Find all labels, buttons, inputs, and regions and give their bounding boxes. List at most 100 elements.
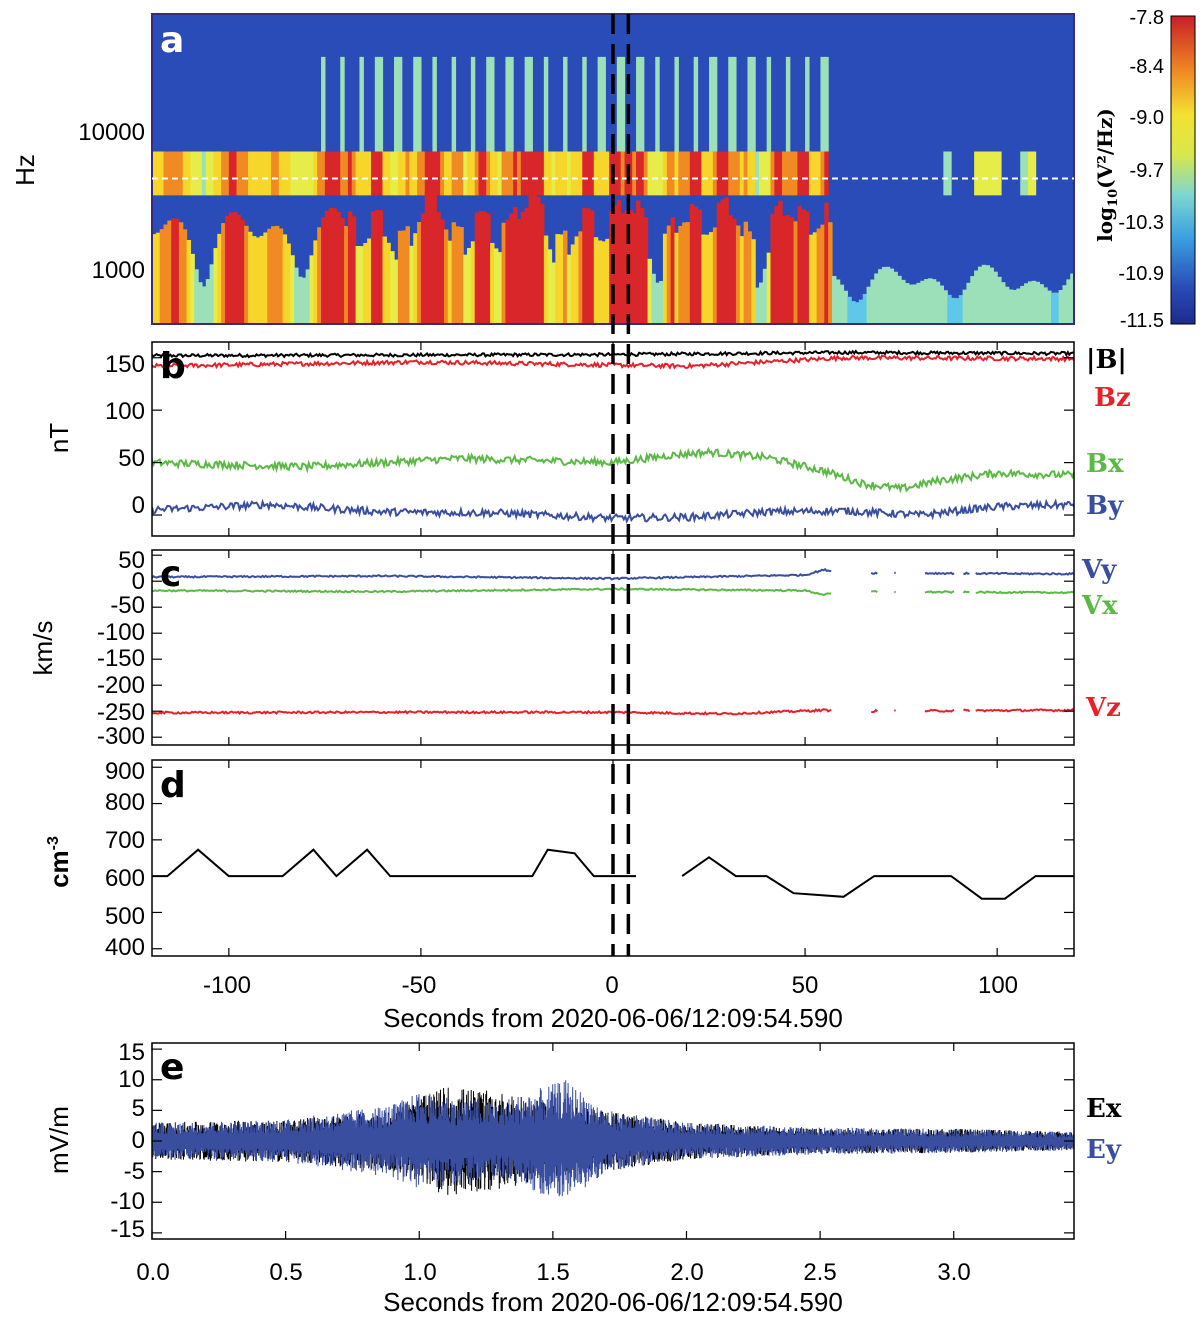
- spectrogram-cell: [651, 273, 656, 324]
- colorbar-title-log: log: [1093, 207, 1117, 242]
- panel-a-yticks: 10000 1000: [78, 119, 145, 284]
- spectrogram-cell: [1001, 282, 1006, 324]
- spectrogram-cell: [808, 234, 814, 324]
- spectrogram-cell: [313, 151, 318, 196]
- spectrogram-cell: [659, 151, 664, 196]
- spectrogram-cell: [647, 151, 653, 196]
- spectrogram-cell: [397, 230, 403, 324]
- spectrogram-cell: [570, 151, 576, 196]
- panel-d-ytick-label: 800: [105, 789, 145, 816]
- panel-c-ticks: [152, 550, 1074, 745]
- spectrogram-cell: [217, 233, 222, 324]
- spectrogram-cell: [616, 56, 622, 152]
- spectrogram-cell: [417, 56, 422, 152]
- spectrogram-cell: [224, 215, 230, 324]
- spectrogram-cell: [797, 151, 802, 196]
- spectrogram-cell: [367, 151, 372, 196]
- spectrogram-cell: [597, 151, 603, 196]
- spectrogram-cell: [724, 197, 729, 324]
- series-Ey: [152, 1080, 1074, 1197]
- spectrogram-cell: [912, 284, 918, 324]
- spectrogram-cell: [313, 240, 318, 324]
- spectrogram-cell: [805, 151, 810, 196]
- spectrogram-cell: [954, 298, 960, 324]
- spectrogram-cell: [459, 151, 464, 196]
- spectrogram-cell: [205, 279, 211, 324]
- colorbar-title-sub: 10: [1106, 189, 1121, 207]
- spectrogram-cell: [943, 290, 948, 324]
- spectrogram-cell: [693, 56, 699, 152]
- spectrogram-cell: [743, 151, 749, 196]
- spectrogram-cell: [643, 217, 649, 324]
- panel-e: e 15 10 5 0 -5 -10 -15 mV/m Ex Ey 0.0 0.…: [44, 1039, 1122, 1317]
- spectrogram-cell: [613, 151, 618, 196]
- spectrogram-cell: [543, 235, 549, 324]
- spectrogram-cell: [1050, 292, 1056, 324]
- spectrogram-cell: [397, 56, 403, 152]
- spectrogram-cell: [774, 206, 779, 324]
- spectrogram-cell: [824, 151, 829, 196]
- spectrogram-cell: [993, 151, 998, 196]
- spectrogram-cell: [835, 279, 841, 324]
- spectrogram-cell: [167, 220, 172, 324]
- spectrogram-cell: [524, 151, 530, 196]
- panel-c-yticks: 50 0 -50 -100 -150 -200 -250 -300: [97, 547, 145, 750]
- spectrogram-cell: [620, 56, 626, 152]
- spectrogram-cell: [820, 224, 825, 324]
- spectrogram-cell: [490, 151, 495, 196]
- panel-e-xlabel: Seconds from 2020-06-06/12:09:54.590: [383, 1287, 843, 1317]
- spectrogram-cell: [824, 202, 829, 324]
- spectrogram-cell: [271, 226, 276, 324]
- spectrogram-cell: [901, 279, 906, 324]
- spectrogram-cell: [878, 269, 883, 324]
- panel-c-ylabel: km/s: [28, 621, 58, 676]
- spectrogram-cell: [847, 296, 852, 324]
- spectrogram-cell: [163, 224, 168, 324]
- spectrogram-cell: [893, 271, 898, 324]
- panel-e-ytick-label: 10: [118, 1066, 145, 1093]
- spectrogram-cell: [739, 236, 745, 324]
- spectrogram-cell: [639, 56, 645, 152]
- spectrogram-cell: [394, 56, 399, 152]
- spectrogram-cell: [666, 151, 672, 196]
- spectrogram-cell: [597, 56, 603, 152]
- spectrogram-cell: [1039, 284, 1044, 324]
- spectrogram-cell: [555, 234, 560, 324]
- spectrogram-cell: [974, 270, 979, 324]
- spectrogram-cell: [766, 56, 772, 152]
- spectrogram-cell: [543, 151, 549, 196]
- spectrogram-cell: [436, 151, 441, 196]
- panel-d-ytick-label: 900: [105, 758, 145, 785]
- spectrogram-cell: [981, 264, 987, 324]
- spectrogram-cell: [551, 151, 556, 196]
- spectrogram-cell: [997, 151, 1002, 196]
- spectrogram-cell: [155, 232, 161, 324]
- spectrogram-cell: [394, 259, 399, 324]
- spectrogram-cell: [228, 151, 234, 196]
- spectrogram-cell: [236, 214, 241, 324]
- spectrogram-cell: [720, 151, 726, 196]
- spectrogram-cell: [340, 56, 345, 152]
- panel-b-ylabel: nT: [44, 423, 74, 453]
- spectrogram-cell: [716, 151, 722, 196]
- spectrogram-cell: [186, 239, 192, 324]
- spectrogram-cell: [543, 56, 549, 152]
- spectrogram-cell: [785, 56, 791, 152]
- panel-d-ylabel: cm-3: [44, 836, 74, 888]
- spectrogram-cell: [766, 252, 772, 324]
- panel-d-xtick-label: 50: [792, 972, 819, 999]
- spectrogram-cell: [297, 276, 303, 324]
- spectrogram-cell: [390, 251, 395, 324]
- legend-By: By: [1086, 491, 1124, 521]
- spectrogram-cell: [705, 234, 710, 324]
- spectrogram-cell: [563, 56, 568, 152]
- spectrogram-cell: [451, 222, 457, 324]
- spectrogram-cell: [363, 151, 368, 196]
- panel-b-ytick-label: 0: [132, 492, 145, 519]
- panel-b-ytick-label: 100: [105, 398, 145, 425]
- spectrogram-cell: [294, 267, 299, 324]
- spectrogram-cell: [332, 208, 337, 324]
- spectrogram-cell: [682, 151, 687, 196]
- spectrogram-cell: [977, 266, 983, 324]
- spectrogram-cell: [263, 232, 268, 324]
